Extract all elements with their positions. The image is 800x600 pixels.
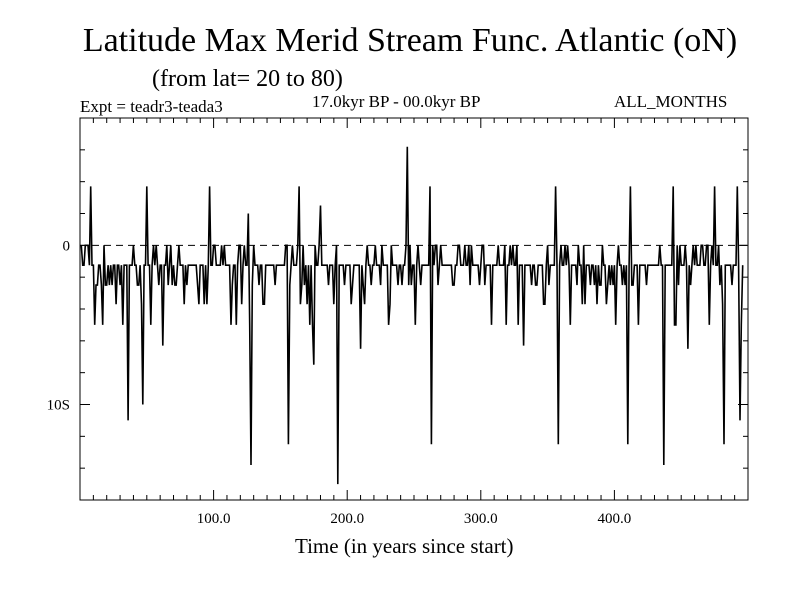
y-tick-label: 10S	[47, 398, 70, 414]
x-tick-label: 100.0	[197, 511, 231, 527]
plot-frame	[79, 117, 749, 501]
series-line	[80, 146, 744, 485]
chart-subtitle: (from lat= 20 to 80)	[152, 66, 343, 92]
experiment-label: Expt = teadr3-teada3	[80, 97, 223, 116]
period-label: 17.0kyr BP - 00.0kyr BP	[312, 92, 481, 111]
x-axis-label: Time (in years since start)	[295, 534, 514, 558]
chart-title: Latitude Max Merid Stream Func. Atlantic…	[82, 22, 738, 59]
y-tick-label: 0	[63, 238, 71, 254]
x-tick-label: 400.0	[598, 511, 632, 527]
x-tick-label: 300.0	[464, 511, 498, 527]
x-tick-label: 200.0	[330, 511, 364, 527]
season-label: ALL_MONTHS	[614, 92, 728, 111]
